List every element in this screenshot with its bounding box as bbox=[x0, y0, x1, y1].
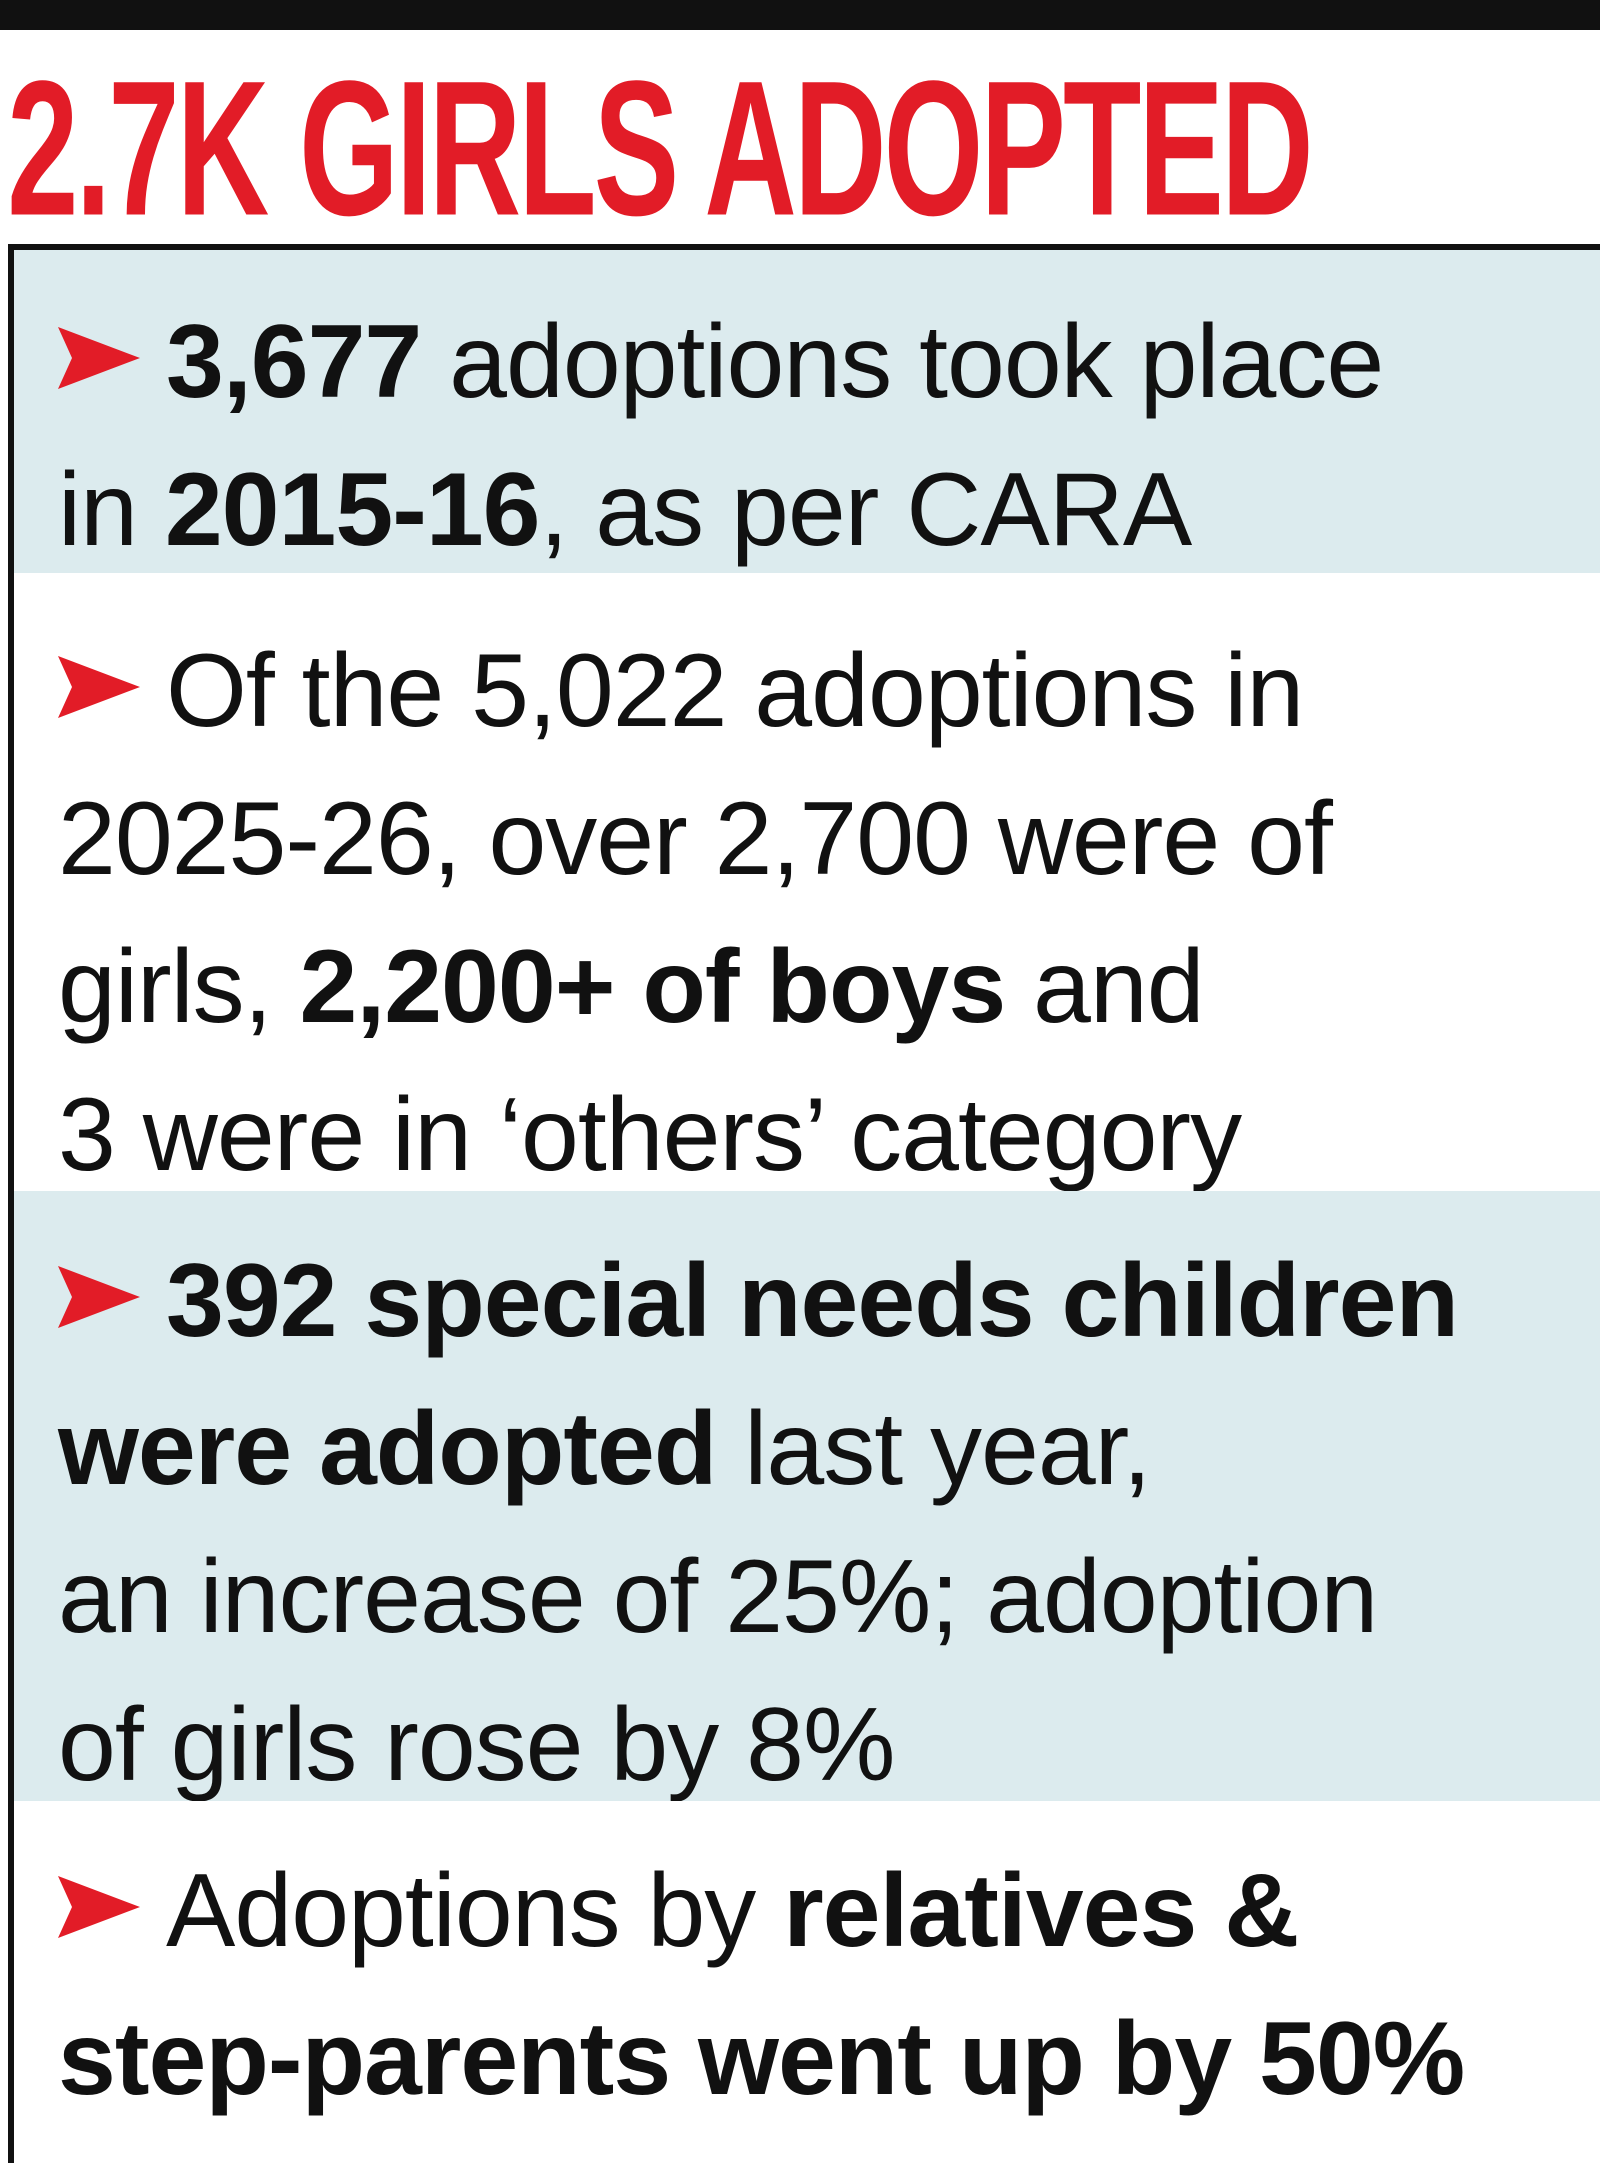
fact-run-text: , as per CARA bbox=[539, 452, 1193, 568]
fact-run-text: 2025-26, over 2,700 were of bbox=[58, 781, 1333, 897]
fact-bold-text: relatives & bbox=[783, 1853, 1299, 1969]
fact-run-text: Adoptions by bbox=[166, 1853, 784, 1969]
fact-run-text: girls, bbox=[58, 929, 300, 1045]
fact-text: 3,677 adoptions took place in 2015-16, as… bbox=[58, 288, 1590, 584]
fact-line: of girls rose by 8% bbox=[58, 1671, 1590, 1819]
fact-run-text: in bbox=[58, 452, 165, 568]
red-arrowhead-icon bbox=[58, 1266, 140, 1328]
fact-line: 2025-26, over 2,700 were of bbox=[58, 765, 1590, 913]
fact-line: 3,677 adoptions took place bbox=[58, 288, 1590, 436]
fact-text: 392 special needs children were adopted l… bbox=[58, 1227, 1590, 1819]
fact-item: 392 special needs children were adopted l… bbox=[14, 1191, 1600, 1803]
red-arrowhead-icon bbox=[58, 1876, 140, 1938]
fact-run-text: last year, bbox=[716, 1391, 1151, 1507]
fact-run-text: an increase of 25%; adoption bbox=[58, 1539, 1378, 1655]
fact-line: 392 special needs children bbox=[58, 1227, 1590, 1375]
fact-line: an increase of 25%; adoption bbox=[58, 1523, 1590, 1671]
fact-bold-text: 3,677 bbox=[166, 304, 422, 420]
fact-item: Adoptions by relatives & step-parents wen… bbox=[14, 1801, 1600, 2163]
fact-line: Adoptions by relatives & bbox=[58, 1837, 1590, 1985]
fact-run-text: of girls rose by 8% bbox=[58, 1687, 895, 1803]
fact-text: Of the 5,022 adoptions in 2025-26, over 2… bbox=[58, 617, 1590, 1209]
fact-run-text: Of the 5,022 adoptions in bbox=[166, 633, 1304, 749]
fact-run-text: 3 were in ‘others’ category bbox=[58, 1077, 1242, 1193]
fact-bold-text: 392 special needs children bbox=[166, 1243, 1459, 1359]
fact-line: Of the 5,022 adoptions in bbox=[58, 617, 1590, 765]
facts-panel: 3,677 adoptions took place in 2015-16, as… bbox=[8, 244, 1600, 2163]
fact-run-text: and bbox=[1005, 929, 1205, 1045]
top-rule bbox=[0, 0, 1600, 30]
fact-line: step-parents went up by 50% bbox=[58, 1985, 1590, 2133]
red-arrowhead-icon bbox=[58, 656, 140, 718]
fact-bold-text: 2015-16 bbox=[164, 452, 541, 568]
headline: 2.7K GIRLS ADOPTED bbox=[7, 40, 1313, 256]
fact-bold-text: step-parents went up by 50% bbox=[58, 2001, 1465, 2117]
fact-line: were adopted last year, bbox=[58, 1375, 1590, 1523]
fact-bold-text: 2,200+ of boys bbox=[299, 929, 1006, 1045]
fact-line: 3 were in ‘others’ category bbox=[58, 1061, 1590, 1209]
fact-line: in 2015-16, as per CARA bbox=[58, 436, 1590, 584]
fact-line: girls, 2,200+ of boys and bbox=[58, 913, 1590, 1061]
fact-text: Adoptions by relatives & step-parents wen… bbox=[58, 1837, 1590, 2133]
fact-run-text: adoptions took place bbox=[421, 304, 1384, 420]
fact-item: 3,677 adoptions took place in 2015-16, as… bbox=[14, 250, 1600, 573]
fact-item: Of the 5,022 adoptions in 2025-26, over 2… bbox=[14, 573, 1600, 1193]
red-arrowhead-icon bbox=[58, 327, 140, 389]
fact-bold-text: were adopted bbox=[58, 1391, 717, 1507]
